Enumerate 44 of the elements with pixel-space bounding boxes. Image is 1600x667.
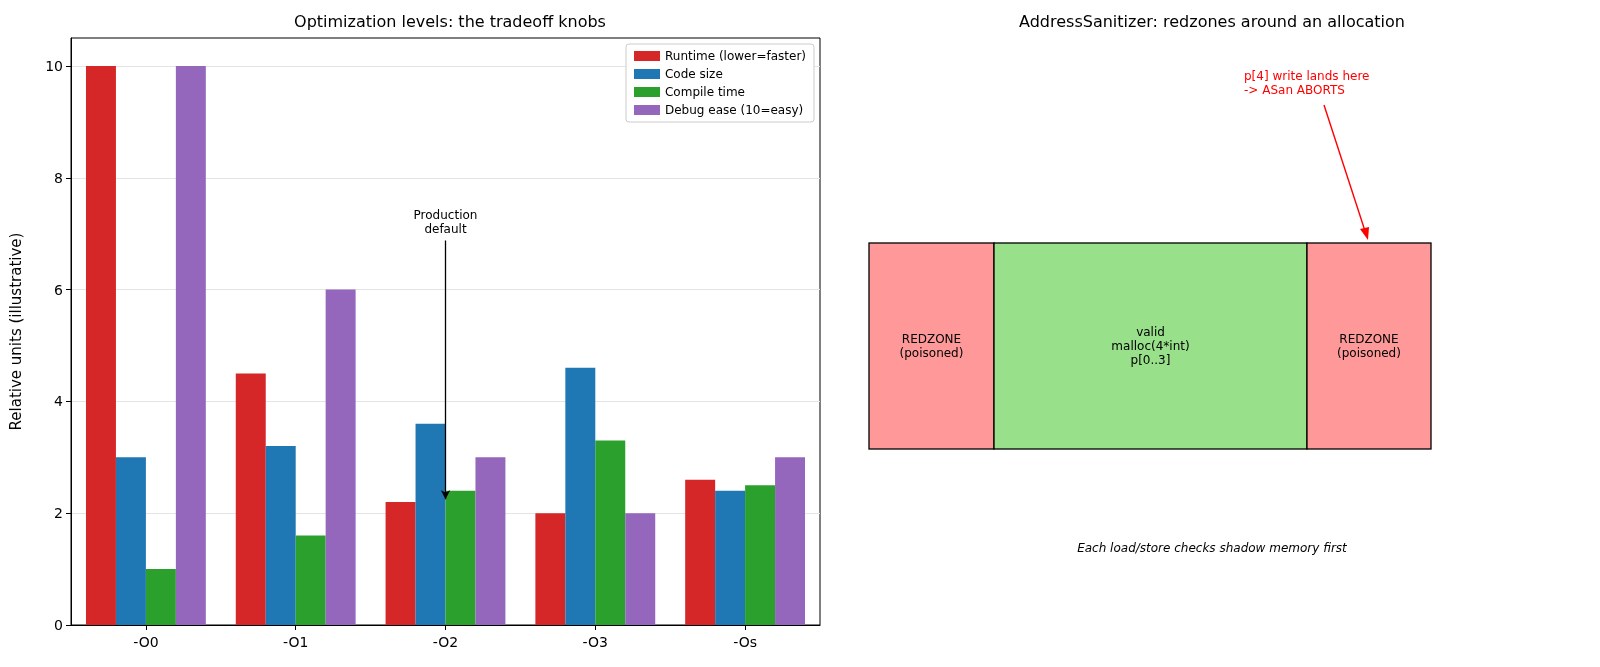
bar <box>745 485 776 625</box>
x-tick-label: -O2 <box>432 634 459 650</box>
bar <box>595 440 626 625</box>
y-tick-label: 2 <box>54 505 63 522</box>
legend-label: Code size <box>664 67 723 81</box>
text: p[4] write lands here -> ASan ABORTS <box>1244 69 1370 97</box>
text: AddressSanitizer: redzones around an allocation <box>1019 12 1405 31</box>
bar <box>235 373 266 625</box>
bar <box>115 457 146 625</box>
legend-label: Debug ease (10=easy) <box>664 103 804 117</box>
bar <box>565 367 596 625</box>
y-tick-label: 8 <box>54 169 63 186</box>
y-tick-label: 6 <box>54 281 64 298</box>
legend-label: Compile time <box>664 85 745 99</box>
y-axis-title: Relative units (illustrative) <box>6 232 25 431</box>
text: valid malloc(4*int) p[0..3] <box>1111 325 1190 367</box>
x-tick-label: -O0 <box>133 634 159 650</box>
bar <box>625 513 656 625</box>
bar <box>385 502 416 625</box>
bar <box>775 457 806 625</box>
bar <box>685 479 716 625</box>
x-tick-label: -Os <box>733 634 757 650</box>
bar <box>475 457 506 625</box>
bar <box>175 65 206 625</box>
y-tick-label: 10 <box>45 57 63 74</box>
y-tick-label: 0 <box>54 617 63 633</box>
bar <box>295 535 326 625</box>
annotation: Production default <box>413 207 478 236</box>
bar <box>85 65 116 625</box>
x-tick-label: -O1 <box>283 634 309 650</box>
bar <box>145 569 176 625</box>
text: REDZONE (poisoned) <box>899 332 964 360</box>
x-tick-label: -O3 <box>582 634 608 650</box>
bar <box>415 423 446 625</box>
chart-title: Optimization levels: the tradeoff knobs <box>294 11 606 31</box>
bar <box>445 490 476 625</box>
legend-label: Runtime (lower=faster) <box>664 49 806 63</box>
bar <box>325 289 356 625</box>
bar <box>535 513 566 625</box>
text: REDZONE (poisoned) <box>1337 332 1401 360</box>
text: Each load/store checks shadow memory first <box>1077 541 1349 555</box>
y-tick-label: 4 <box>54 393 64 410</box>
bar <box>265 446 296 625</box>
bar <box>715 490 746 625</box>
